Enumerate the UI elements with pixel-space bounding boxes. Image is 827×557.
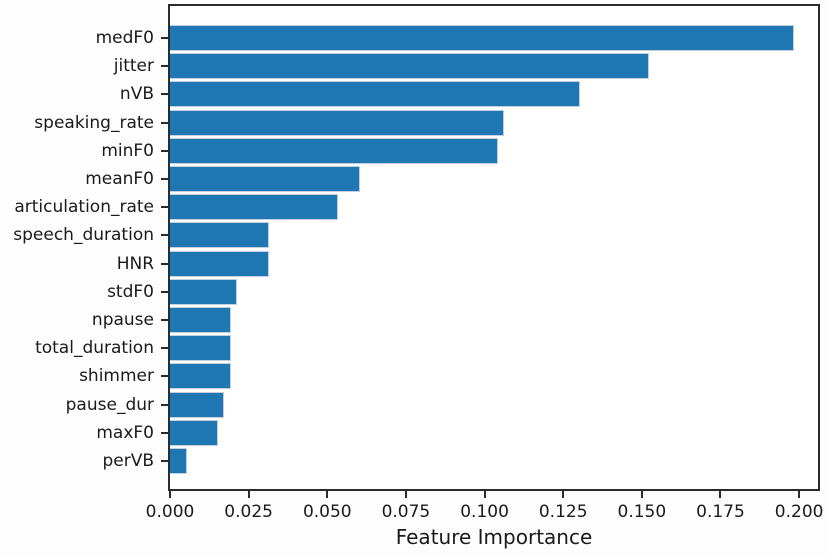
- y-tick-label-pause_dur: pause_dur: [65, 394, 154, 415]
- y-tick-mark: [161, 347, 168, 350]
- x-tick-label: 0.125: [538, 502, 588, 522]
- y-tick-mark: [161, 65, 168, 68]
- y-tick-label-shimmer: shimmer: [79, 366, 154, 387]
- y-tick-label-maxF0: maxF0: [96, 422, 154, 443]
- bar-medF0: [170, 26, 793, 50]
- y-tick-mark: [161, 403, 168, 406]
- bar-shimmer: [170, 364, 230, 389]
- bar-HNR: [170, 251, 268, 276]
- y-tick-mark: [161, 149, 168, 152]
- x-tick-label: 0.150: [617, 502, 667, 522]
- x-tick-mark: [562, 491, 565, 498]
- x-tick-mark: [326, 491, 329, 498]
- y-tick-label-HNR: HNR: [116, 253, 154, 274]
- y-tick-label-medF0: medF0: [95, 28, 154, 48]
- x-tick-mark: [404, 491, 407, 498]
- y-tick-mark: [161, 178, 168, 180]
- y-tick-label-articulation_rate: articulation_rate: [14, 197, 154, 218]
- y-tick-mark: [161, 93, 168, 96]
- x-tick-mark: [483, 491, 486, 498]
- x-axis-title: Feature Importance: [395, 525, 593, 549]
- y-tick-mark: [161, 234, 168, 237]
- y-tick-label-npause: npause: [91, 310, 154, 330]
- bar-speech_duration: [170, 223, 268, 248]
- y-tick-label-speech_duration: speech_duration: [13, 225, 154, 246]
- x-tick-label: 0.100: [460, 502, 509, 522]
- bar-total_duration: [170, 336, 230, 361]
- y-tick-mark: [161, 121, 168, 124]
- bar-nVB: [170, 82, 579, 107]
- y-tick-mark: [161, 319, 168, 321]
- y-tick-mark: [161, 460, 168, 462]
- bar-stdF0: [170, 279, 237, 304]
- bar-pause_dur: [170, 392, 224, 417]
- y-tick-mark: [161, 262, 168, 265]
- y-tick-label-perVB: perVB: [102, 451, 154, 471]
- y-tick-label-nVB: nVB: [119, 84, 154, 105]
- y-tick-mark: [161, 37, 168, 39]
- bar-jitter: [170, 54, 649, 79]
- plot-area: [168, 4, 820, 491]
- x-tick-mark: [640, 491, 643, 498]
- y-tick-label-total_duration: total_duration: [35, 338, 154, 359]
- bar-maxF0: [170, 420, 218, 445]
- y-tick-label-jitter: jitter: [113, 56, 154, 77]
- bar-meanF0: [170, 167, 359, 191]
- x-tick-label: 0.075: [381, 502, 431, 522]
- x-tick-label: 0.175: [696, 502, 745, 522]
- bar-perVB: [170, 449, 186, 473]
- y-tick-mark: [161, 431, 168, 434]
- bar-minF0: [170, 138, 498, 163]
- y-tick-label-speaking_rate: speaking_rate: [34, 112, 154, 133]
- y-tick-label-meanF0: meanF0: [85, 169, 154, 189]
- x-tick-label: 0.025: [224, 502, 273, 522]
- bar-npause: [170, 308, 230, 332]
- y-tick-mark: [161, 206, 168, 209]
- y-tick-label-minF0: minF0: [101, 140, 154, 161]
- x-tick-mark: [169, 491, 171, 498]
- bar-speaking_rate: [170, 110, 504, 135]
- x-tick-mark: [719, 491, 722, 498]
- y-tick-label-stdF0: stdF0: [107, 281, 154, 302]
- y-tick-mark: [161, 290, 168, 293]
- x-tick-mark: [247, 491, 250, 498]
- x-tick-label: 0.200: [774, 502, 824, 522]
- x-tick-label: 0.000: [145, 502, 195, 522]
- x-tick-label: 0.050: [302, 502, 352, 522]
- y-tick-mark: [161, 375, 168, 378]
- bar-articulation_rate: [170, 195, 337, 220]
- x-tick-mark: [798, 491, 801, 498]
